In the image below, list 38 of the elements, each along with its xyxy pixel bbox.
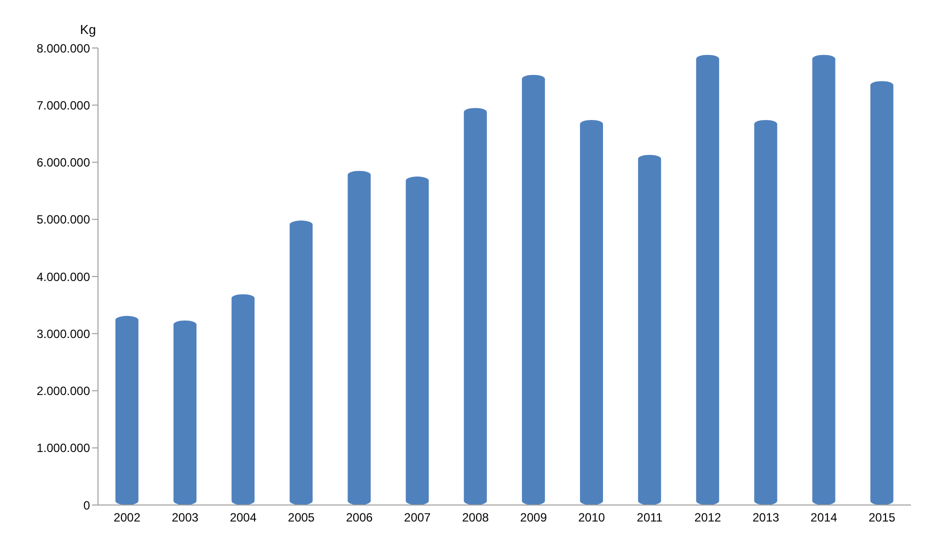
bar	[522, 74, 545, 505]
y-tick-label: 6.000.000	[36, 156, 90, 170]
bar	[115, 316, 138, 505]
y-axis-title: Kg	[80, 22, 96, 37]
y-tick-label: 8.000.000	[36, 41, 90, 56]
y-tick-label: 0	[83, 498, 90, 512]
bar	[290, 220, 313, 505]
y-tick-label: 7.000.000	[36, 98, 90, 112]
x-tick-label: 2005	[288, 510, 315, 525]
y-tick-label: 1.000.000	[36, 441, 90, 456]
bar	[812, 54, 836, 505]
y-tick-label: 4.000.000	[36, 270, 90, 284]
bar	[580, 120, 603, 505]
bar	[232, 294, 255, 505]
y-tick-label: 5.000.000	[36, 212, 90, 227]
y-tick-label: 2.000.000	[36, 384, 90, 398]
x-tick-label: 2002	[114, 510, 141, 525]
bar	[406, 176, 429, 505]
x-tick-label: 2003	[172, 510, 199, 525]
bar	[754, 120, 778, 505]
x-tick-label: 2015	[868, 510, 896, 525]
x-tick-label: 2012	[694, 510, 722, 525]
bar	[348, 170, 371, 505]
x-tick-label: 2004	[230, 510, 257, 525]
x-tick-label: 2011	[636, 510, 663, 525]
y-tick-label: 3.000.000	[36, 326, 90, 341]
bar	[638, 154, 662, 505]
x-tick-label: 2010	[578, 510, 606, 525]
x-tick-label: 2008	[462, 510, 490, 525]
x-tick-label: 2009	[520, 510, 548, 525]
bar	[696, 54, 720, 505]
x-tick-label: 2006	[346, 510, 373, 525]
x-tick-label: 2014	[810, 510, 838, 525]
x-tick-label: 2013	[752, 510, 780, 525]
x-tick-label: 2007	[404, 510, 432, 525]
bar	[870, 81, 894, 505]
bar	[173, 320, 196, 505]
bar	[464, 108, 487, 505]
